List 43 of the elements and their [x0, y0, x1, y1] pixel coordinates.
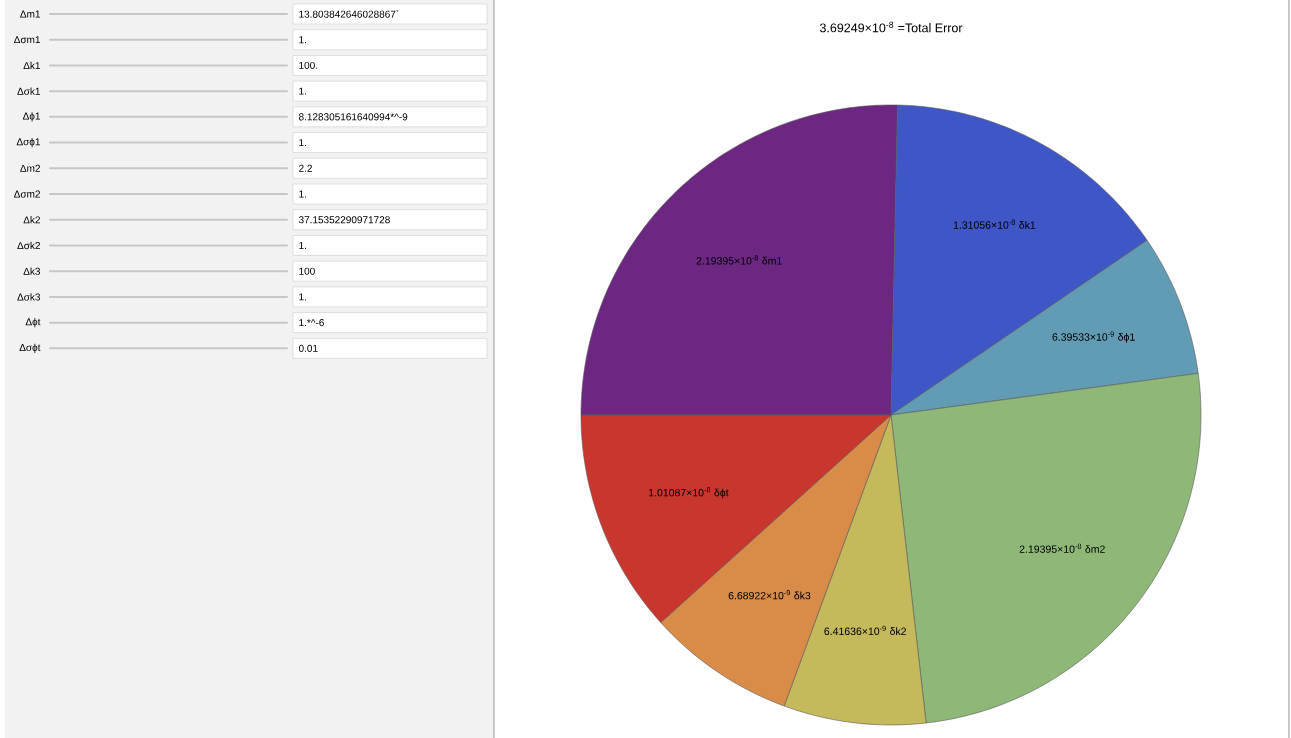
- data-label: 2.19395×10$^{-8}$: [696, 255, 759, 265]
- text: 13.803842646028867`: [299, 10, 399, 18]
- data-label: 1.01087×10$^{-8}$: [649, 487, 711, 497]
- text: 100.: [299, 61, 318, 69]
- text: Δσϕt: [19, 343, 41, 353]
- data-label: 6.39533×10$^{-9}$: [1052, 331, 1114, 341]
- text: Δσk2: [17, 241, 40, 250]
- text: Δk3: [23, 267, 41, 275]
- slice-label: δm1: [762, 256, 782, 265]
- text: Δσk1: [17, 87, 40, 95]
- data-label: 2.19395×10$^{-8}$: [1019, 543, 1082, 553]
- slice-label: δk3: [794, 591, 811, 600]
- text: 1.: [299, 190, 306, 198]
- slice-label: δm2: [1085, 545, 1105, 553]
- text: 8.128305161640994*^-9: [298, 113, 408, 121]
- text: 1.: [299, 87, 306, 95]
- slice-label: δk1: [1019, 221, 1036, 229]
- text: 1.: [299, 36, 306, 44]
- data-label: 6.41636×10$^{-9}$: [824, 625, 886, 636]
- slice-label: δϕt: [714, 488, 729, 499]
- slice-label: δϕ1: [1118, 333, 1135, 343]
- chart-title: 3.69249×10$^{-8}$ =Total Error: [819, 21, 963, 33]
- text: Δm1: [20, 10, 40, 18]
- data-label: 6.68922×10$^{-9}$: [728, 590, 791, 600]
- text: Δσm2: [14, 190, 40, 198]
- text: 0.01: [298, 344, 318, 352]
- text: 100: [299, 267, 315, 275]
- text: Δϕt: [25, 317, 41, 328]
- text: Δm2: [20, 164, 40, 172]
- data-label: 1.31056×10$^{-8}$: [953, 219, 1016, 229]
- text: Δσk3: [17, 293, 41, 301]
- text: 1.*^-6: [299, 319, 324, 327]
- text: 2.2: [299, 164, 312, 172]
- text: 1.: [299, 293, 306, 301]
- text: Δk2: [23, 216, 40, 224]
- text: Δσm1: [14, 36, 40, 44]
- slice-label: δk2: [890, 627, 906, 636]
- text: 1.: [299, 139, 306, 147]
- text: 37.15352290971728: [298, 216, 390, 224]
- text: Δσϕ1: [16, 137, 40, 148]
- text: Δk1: [23, 61, 40, 70]
- text: 1.: [299, 242, 306, 249]
- text: Δϕ1: [22, 112, 40, 122]
